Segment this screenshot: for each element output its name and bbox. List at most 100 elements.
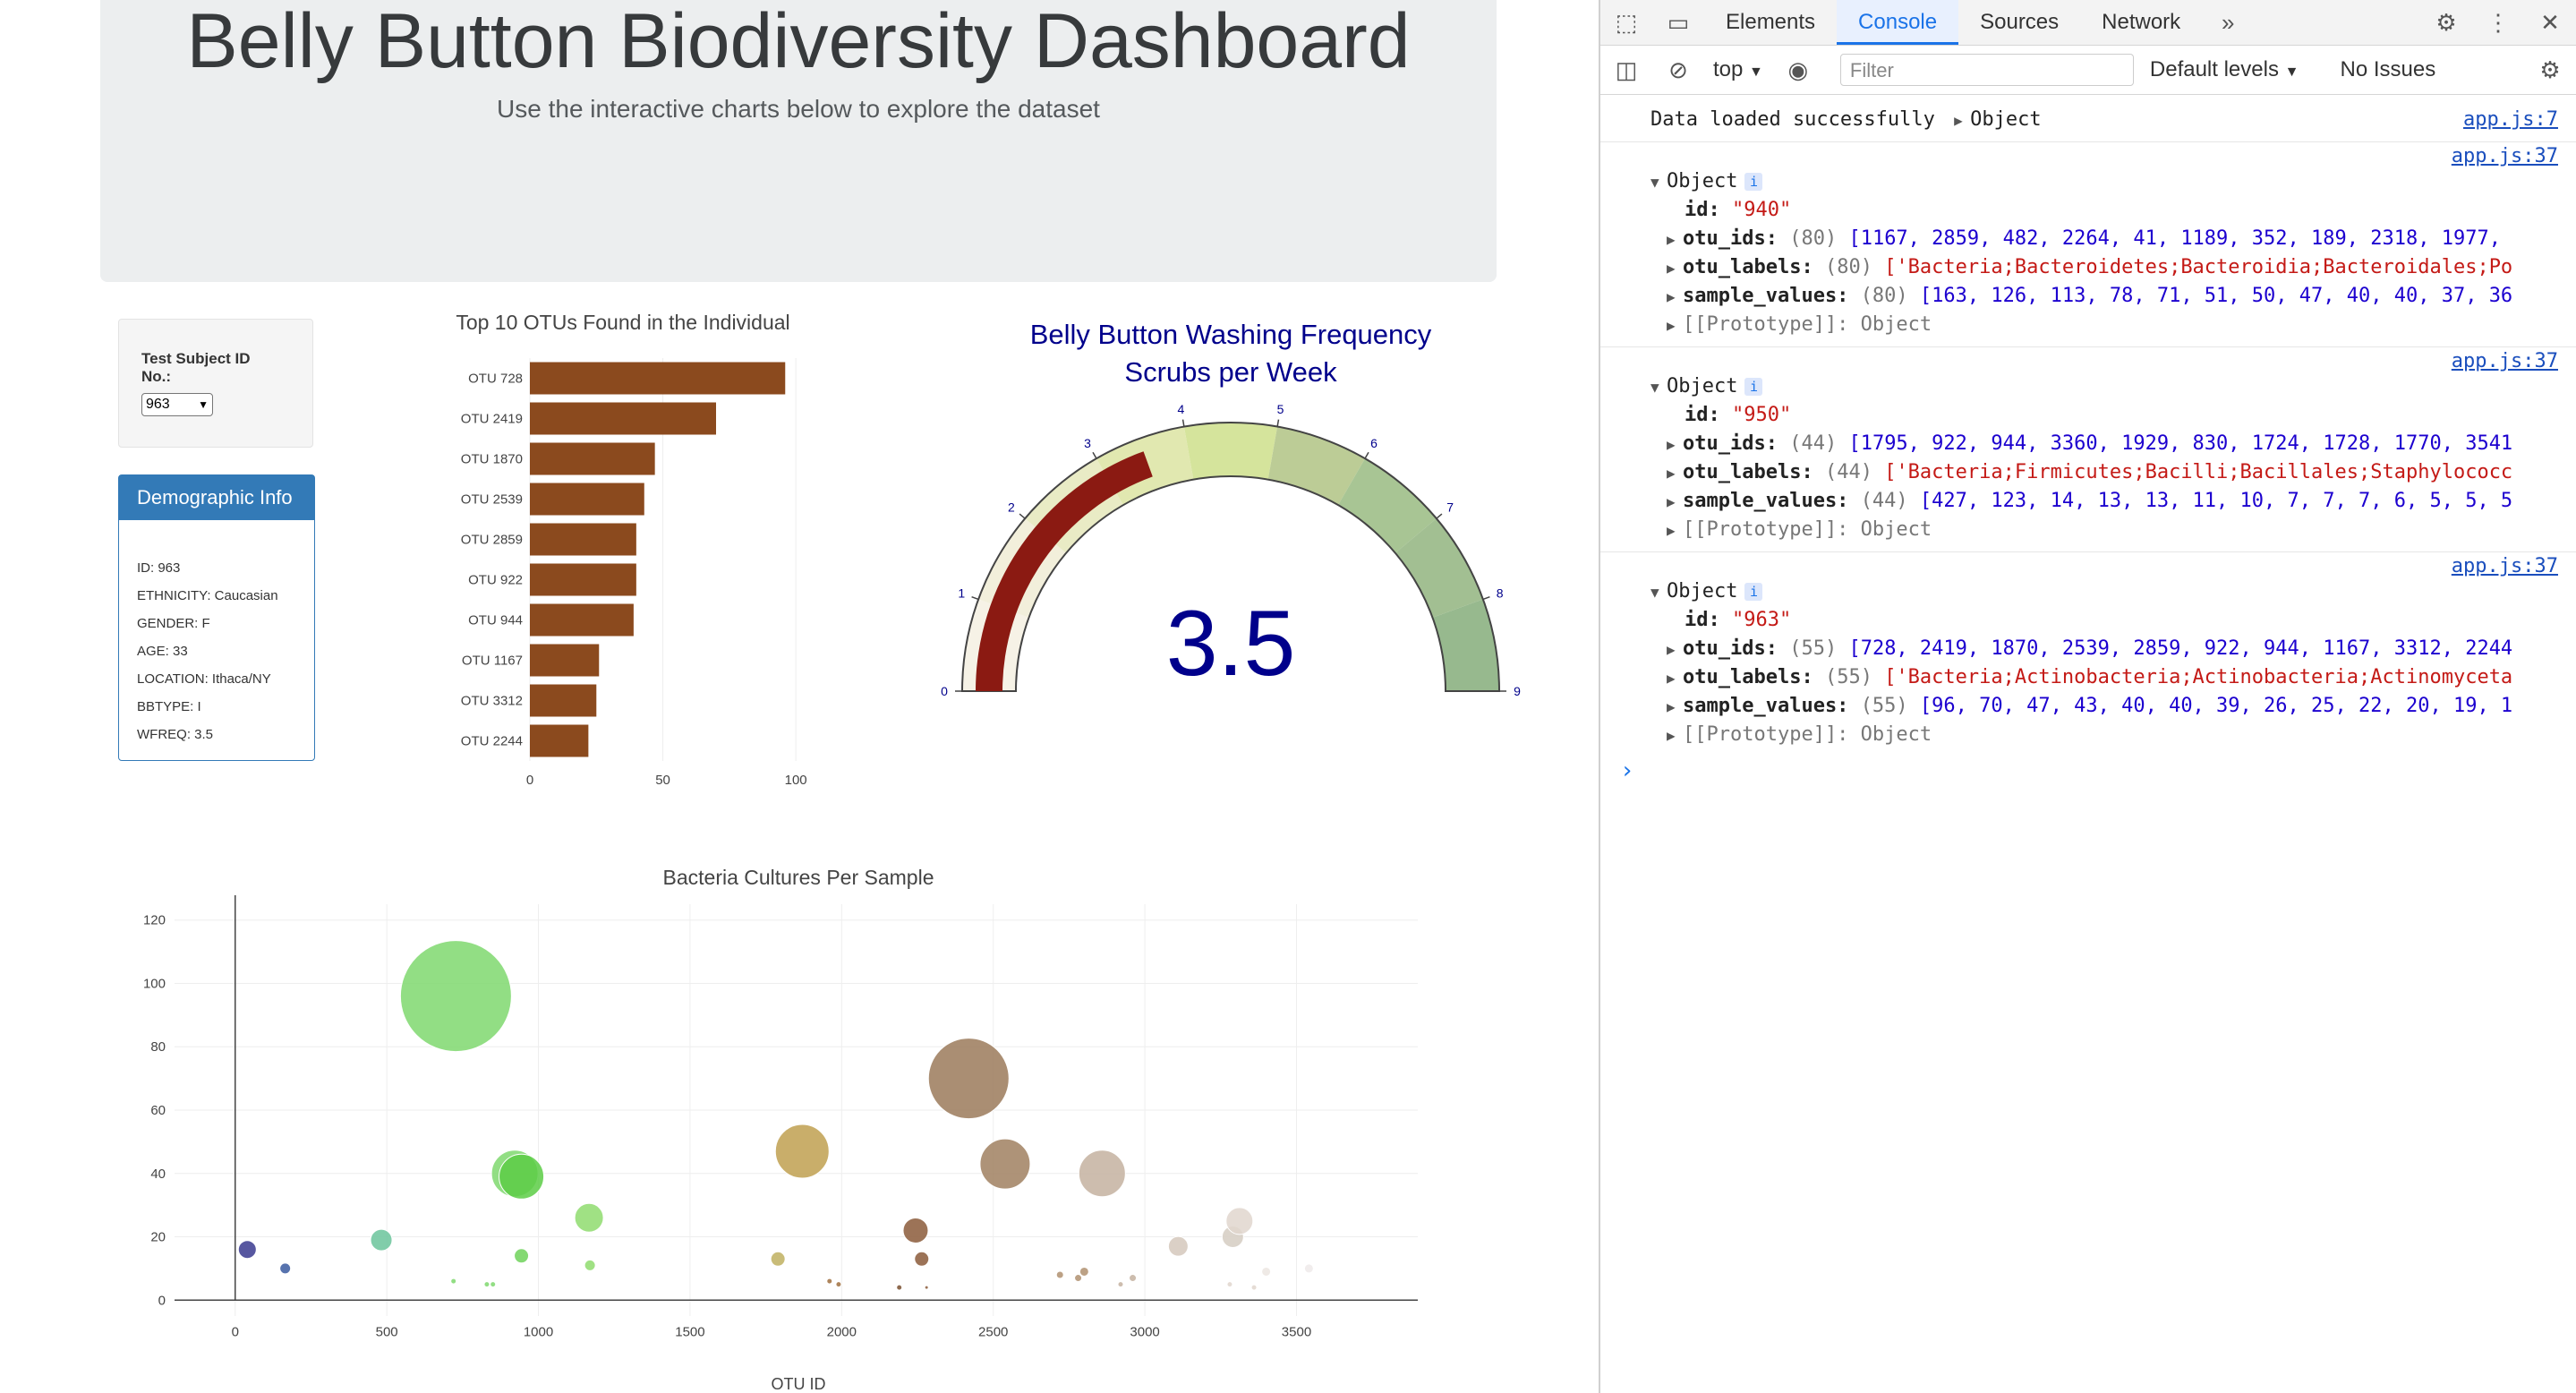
log-levels-select[interactable]: Default levels ▼	[2149, 57, 2299, 81]
console-message: app.js:37 ▼ Object i id: "963" ▶ otu_ids: (55)…	[1600, 551, 2576, 749]
header-jumbotron: Belly Button Biodiversity Dashboard Use …	[100, 0, 1497, 282]
bubble	[1250, 1284, 1258, 1291]
device-toolbar-icon[interactable]: ▭	[1667, 8, 1690, 36]
expand-triangle-icon[interactable]: ▶	[1667, 727, 1676, 744]
gauge-step	[1395, 518, 1483, 618]
x-tick-label: 2500	[978, 1324, 1008, 1339]
x-axis-label: OTU ID	[772, 1375, 826, 1393]
eye-icon[interactable]: ◉	[1787, 56, 1809, 83]
x-tick-label: 0	[232, 1324, 239, 1339]
devtools-toolbar: ⬚ ▭ Elements Console Sources Network » ⚙…	[1600, 0, 2576, 46]
console-output: Data loaded successfully ▶ Object app.js:…	[1600, 106, 2576, 785]
bar	[530, 362, 786, 395]
collapse-triangle-icon[interactable]: ▼	[1651, 174, 1659, 191]
tab-network[interactable]: Network	[2102, 10, 2181, 34]
demo-row: LOCATION: Ithaca/NY	[137, 671, 271, 687]
y-tick-label: 20	[150, 1230, 166, 1245]
y-tick-label: 0	[158, 1293, 166, 1308]
source-link[interactable]: app.js:7	[2454, 106, 2558, 134]
bubble	[835, 1281, 842, 1288]
bubble	[1117, 1281, 1124, 1288]
gauge-tick	[1276, 419, 1280, 427]
subject-select-panel: Test Subject ID No.: 963 ▼	[118, 319, 313, 448]
bubble	[1225, 1207, 1254, 1235]
gauge-step	[1338, 458, 1437, 553]
expand-triangle-icon[interactable]: ▶	[1667, 493, 1676, 510]
page-title: Belly Button Biodiversity Dashboard	[186, 0, 1411, 84]
bar	[530, 483, 644, 516]
expand-triangle-icon[interactable]: ▶	[1954, 112, 1963, 129]
clear-console-icon[interactable]: ⊘	[1668, 56, 1688, 83]
more-tabs-icon[interactable]: »	[2221, 8, 2235, 36]
bubble	[770, 1251, 786, 1267]
console-log-groups: app.js:37 ▼ Object i id: "940" ▶ otu_ids: (80)…	[1600, 141, 2576, 749]
y-tick-label: OTU 1870	[461, 452, 523, 467]
issues-button[interactable]: No Issues	[2340, 57, 2436, 81]
context-select[interactable]: top ▼	[1713, 57, 1763, 81]
demo-row: AGE: 33	[137, 644, 188, 659]
info-icon: i	[1744, 583, 1763, 601]
sidebar-toggle-icon[interactable]: ◫	[1615, 56, 1638, 83]
source-link[interactable]: app.js:37	[2442, 347, 2558, 376]
tab-elements[interactable]: Elements	[1726, 10, 1816, 34]
gauge-tick	[1181, 419, 1185, 427]
bubble	[1074, 1274, 1083, 1283]
y-tick-label: OTU 3312	[461, 694, 523, 709]
x-tick-label: 0	[526, 773, 533, 788]
console-message: Data loaded successfully ▶ Object app.js:…	[1600, 106, 2576, 134]
gauge-tick	[1019, 513, 1026, 519]
expand-triangle-icon[interactable]: ▶	[1667, 317, 1676, 334]
bubble	[450, 1278, 457, 1285]
source-link[interactable]: app.js:37	[2442, 552, 2558, 581]
expand-triangle-icon[interactable]: ▶	[1667, 522, 1676, 539]
inspect-element-icon[interactable]: ⬚	[1615, 8, 1638, 36]
source-link[interactable]: app.js:37	[2442, 142, 2558, 171]
expand-triangle-icon[interactable]: ▶	[1667, 670, 1676, 687]
gauge-tick-label: 1	[958, 586, 965, 601]
expand-triangle-icon[interactable]: ▶	[1667, 231, 1676, 248]
collapse-triangle-icon[interactable]: ▼	[1651, 584, 1659, 601]
top-otu-bar-chart: Top 10 OTUs Found in the Individual 0 50 10…	[456, 311, 807, 788]
bubble	[979, 1138, 1031, 1190]
x-tick-label: 100	[785, 773, 807, 788]
console-filter-input[interactable]: Filter	[1839, 54, 2134, 86]
console-prompt[interactable]: ›	[1620, 757, 1634, 784]
collapse-triangle-icon[interactable]: ▼	[1651, 379, 1659, 396]
y-tick-label: 120	[143, 913, 166, 928]
close-icon[interactable]: ✕	[2540, 8, 2560, 36]
bubble	[1226, 1281, 1233, 1288]
chart-title: Bacteria Cultures Per Sample	[663, 866, 934, 889]
bubble	[514, 1248, 530, 1264]
gear-icon[interactable]: ⚙	[2435, 8, 2457, 36]
bar	[530, 644, 600, 677]
bar	[530, 603, 634, 637]
expand-triangle-icon[interactable]: ▶	[1667, 641, 1676, 658]
demo-row: ID: 963	[137, 560, 181, 576]
devtools-panel: ⬚ ▭ Elements Console Sources Network » ⚙…	[1599, 0, 2576, 1393]
expand-triangle-icon[interactable]: ▶	[1667, 465, 1676, 482]
bar	[530, 402, 716, 435]
y-tick-label: 60	[150, 1103, 166, 1118]
bubble	[902, 1217, 929, 1243]
kebab-menu-icon[interactable]: ⋮	[2486, 8, 2510, 36]
gauge-tick	[1436, 513, 1443, 519]
expand-triangle-icon[interactable]: ▶	[1667, 260, 1676, 277]
gauge-step	[1183, 423, 1278, 480]
bar	[530, 563, 636, 596]
tab-console[interactable]: Console	[1837, 0, 1959, 45]
x-tick-label: 3500	[1282, 1324, 1311, 1339]
console-settings-icon[interactable]: ⚙	[2539, 56, 2561, 83]
bubble	[399, 940, 512, 1053]
subject-id-select[interactable]: 963 ▼	[141, 393, 213, 416]
gauge-tick-label: 4	[1178, 402, 1185, 416]
demo-row: BBTYPE: I	[137, 699, 201, 714]
bubble	[1055, 1270, 1064, 1279]
expand-triangle-icon[interactable]: ▶	[1667, 288, 1676, 305]
chevron-down-icon: ▼	[198, 398, 209, 411]
expand-triangle-icon[interactable]: ▶	[1667, 436, 1676, 453]
info-icon: i	[1744, 173, 1763, 191]
tab-sources[interactable]: Sources	[1980, 10, 2060, 34]
x-tick-label: 2000	[827, 1324, 857, 1339]
y-tick-label: OTU 728	[468, 372, 523, 387]
expand-triangle-icon[interactable]: ▶	[1667, 698, 1676, 715]
